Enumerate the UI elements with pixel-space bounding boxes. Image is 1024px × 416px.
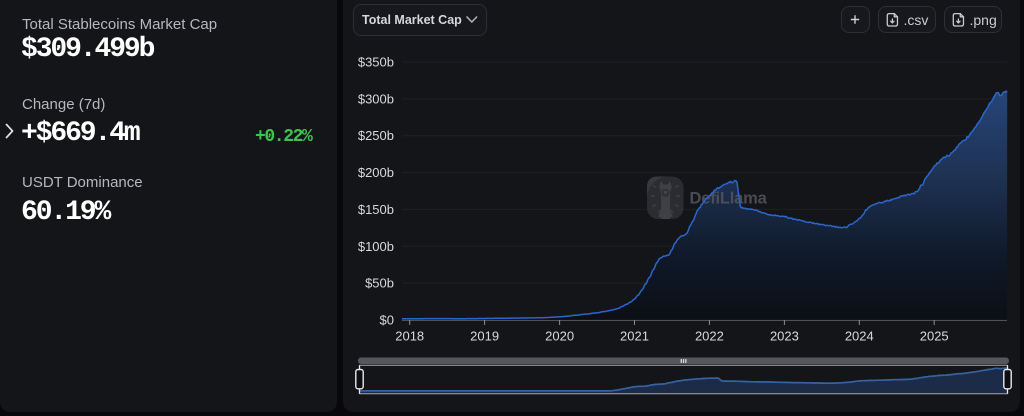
svg-text:$0: $0 xyxy=(380,313,394,328)
svg-text:$150b: $150b xyxy=(358,202,394,217)
svg-text:$50b: $50b xyxy=(365,276,394,291)
svg-text:$100b: $100b xyxy=(358,239,394,254)
svg-text:2020: 2020 xyxy=(545,329,574,344)
svg-text:2025: 2025 xyxy=(920,329,949,344)
svg-text:2018: 2018 xyxy=(395,329,424,344)
svg-text:DefiLlama: DefiLlama xyxy=(690,189,768,207)
svg-text:$350b: $350b xyxy=(358,55,394,70)
svg-text:$250b: $250b xyxy=(358,128,394,143)
svg-text:2024: 2024 xyxy=(845,329,874,344)
svg-text:$200b: $200b xyxy=(358,165,394,180)
svg-text:2019: 2019 xyxy=(470,329,499,344)
svg-text:2021: 2021 xyxy=(620,329,649,344)
svg-text:2022: 2022 xyxy=(695,329,724,344)
svg-text:$300b: $300b xyxy=(358,91,394,106)
svg-text:2023: 2023 xyxy=(770,329,799,344)
